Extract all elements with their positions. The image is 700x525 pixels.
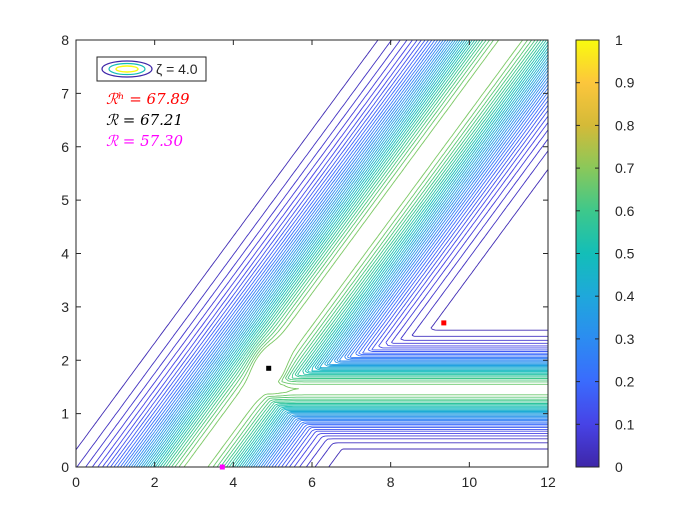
annotation-r-magenta: ℛ = 57.30	[106, 132, 183, 150]
contour-level-9	[113, 39, 549, 468]
contour-level-27	[159, 39, 548, 468]
colorbar-tick-label: 1	[615, 32, 623, 48]
y-tick-label: 8	[61, 32, 69, 48]
contour-level-13	[125, 39, 549, 468]
colorbar-tick-label: 0.8	[615, 117, 635, 133]
y-tick-label: 4	[61, 246, 69, 262]
y-tick-label: 3	[61, 299, 69, 315]
marker-2	[219, 464, 225, 470]
legend: ζ = 4.0	[96, 56, 207, 82]
y-tick-label: 2	[61, 352, 69, 368]
legend-entry: ζ = 4.0	[156, 61, 198, 77]
y-tick-label: 6	[61, 139, 69, 155]
contour-level-7	[106, 39, 549, 468]
x-tick-label: 12	[540, 474, 556, 490]
y-tick-label: 7	[61, 85, 69, 101]
contour-level-23	[150, 39, 549, 468]
contour-level-3	[85, 39, 549, 468]
colorbar-tick-label: 0.1	[615, 416, 635, 432]
contour-level-8	[110, 39, 549, 468]
x-tick-label: 6	[308, 474, 316, 490]
contour-level-20	[142, 39, 549, 468]
colorbar-tick-label: 0.6	[615, 203, 635, 219]
x-tick-label: 0	[72, 474, 80, 490]
y-tick-label: 0	[61, 459, 69, 475]
contour-level-33	[178, 39, 548, 468]
contour-level-28	[162, 39, 548, 468]
marker-1	[266, 365, 272, 371]
contour-level-29	[165, 39, 548, 468]
y-tick-label: 5	[61, 192, 69, 208]
x-tick-label: 2	[151, 474, 159, 490]
contour-level-2	[76, 39, 549, 468]
colorbar-tick-label: 0.5	[615, 246, 635, 262]
contour-lines	[75, 39, 549, 468]
colorbar-tick-label: 0.2	[615, 374, 635, 390]
colorbar-tick-label: 0	[615, 459, 623, 475]
x-tick-label: 8	[387, 474, 395, 490]
contour-level-26	[157, 39, 549, 468]
x-tick-label: 4	[229, 474, 237, 490]
contour-level-25	[154, 39, 549, 468]
contour-level-16	[133, 39, 549, 468]
colorbar: 0 0.1 0.2 0.3 0.4 0.5 0.6 0.7 0.8 0.9 1	[575, 32, 635, 475]
colorbar-tick-label: 0.3	[615, 331, 635, 347]
contour-level-1	[75, 39, 549, 468]
contour-level-21	[145, 39, 549, 468]
colorbar-tick-label: 0.9	[615, 75, 635, 91]
marker-0	[441, 320, 447, 326]
colorbar-tick-label: 0.7	[615, 160, 635, 176]
contour-level-5	[97, 39, 549, 468]
annotation-rh: ℛʰ = 67.89	[106, 90, 190, 108]
contour-level-22	[147, 39, 549, 468]
contour-level-34	[183, 39, 523, 468]
contour-level-31	[171, 39, 548, 468]
data-markers	[219, 320, 447, 470]
contour-level-14	[128, 39, 549, 468]
colorbar-tick-label: 0.4	[615, 288, 635, 304]
x-tick-label: 10	[462, 474, 478, 490]
legend-contour-icon	[101, 60, 153, 78]
contour-level-4	[91, 39, 549, 468]
y-tick-label: 1	[61, 406, 69, 422]
contour-level-15	[130, 39, 549, 468]
contour-level-6	[102, 39, 549, 468]
annotation-r-black: ℛ = 67.21	[106, 111, 183, 129]
contour-level-24	[152, 39, 549, 468]
annotations: ℛʰ = 67.89 ℛ = 67.21 ℛ = 57.30	[106, 90, 190, 150]
contour-level-30	[168, 39, 548, 468]
